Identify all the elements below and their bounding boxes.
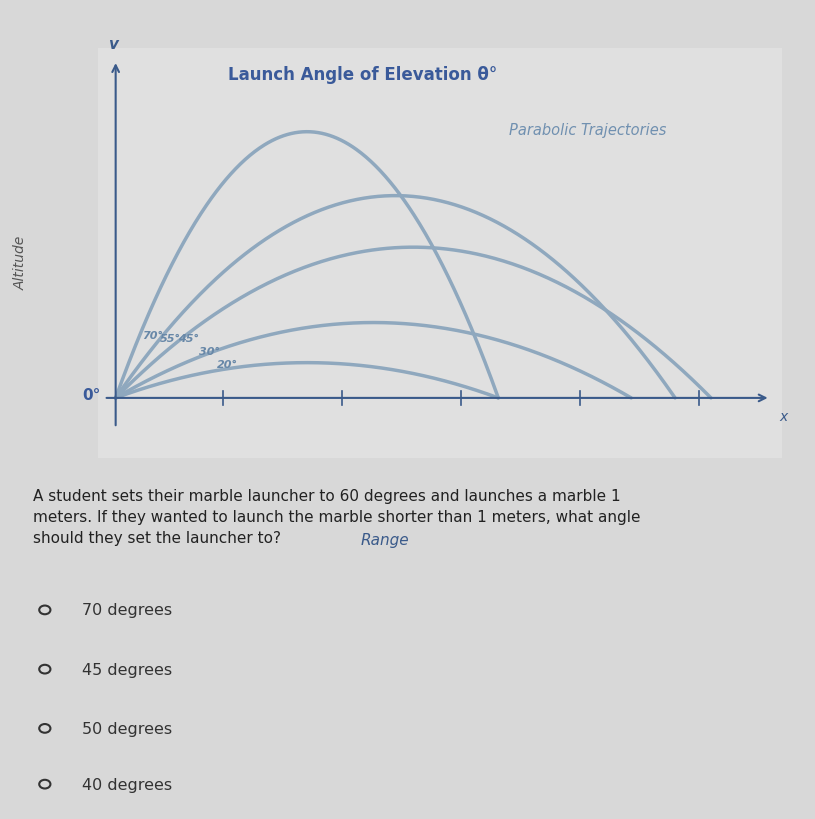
- Text: Range: Range: [361, 532, 410, 547]
- Text: Launch Angle of Elevation θ°: Launch Angle of Elevation θ°: [228, 66, 497, 84]
- Text: 50 degrees: 50 degrees: [82, 721, 172, 736]
- Text: 45°: 45°: [178, 333, 200, 344]
- Text: 30°: 30°: [199, 347, 220, 357]
- Text: A student sets their marble launcher to 60 degrees and launches a marble 1
meter: A student sets their marble launcher to …: [33, 488, 640, 545]
- Text: 0°: 0°: [82, 388, 101, 403]
- Text: 45 degrees: 45 degrees: [82, 662, 172, 676]
- Text: Parabolic Trajectories: Parabolic Trajectories: [509, 123, 666, 138]
- Text: 20°: 20°: [217, 359, 238, 369]
- Text: 55°: 55°: [161, 333, 182, 343]
- Text: x: x: [779, 410, 787, 423]
- Text: 70°: 70°: [143, 331, 164, 341]
- Text: Altitude: Altitude: [13, 235, 28, 289]
- Text: 70 degrees: 70 degrees: [82, 603, 172, 618]
- Text: v: v: [108, 37, 117, 52]
- Text: 40 degrees: 40 degrees: [82, 776, 172, 792]
